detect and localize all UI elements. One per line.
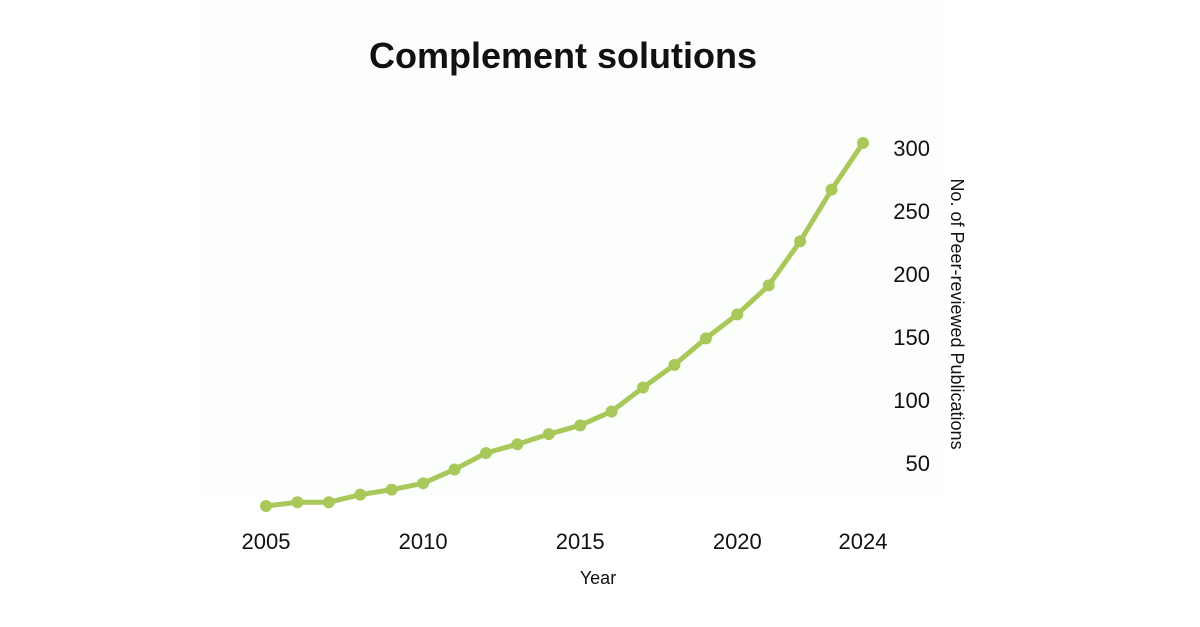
y-axis-ticks: 50 100 150 200 250 300 bbox=[893, 136, 930, 476]
data-point bbox=[731, 308, 744, 321]
data-point bbox=[291, 496, 304, 509]
y-tick-label: 200 bbox=[893, 262, 930, 287]
data-point bbox=[637, 381, 650, 394]
x-axis-label: Year bbox=[580, 568, 616, 588]
data-point bbox=[794, 235, 807, 248]
data-point bbox=[542, 428, 555, 441]
y-tick-label: 250 bbox=[893, 199, 930, 224]
x-tick-label: 2020 bbox=[713, 529, 762, 554]
data-point bbox=[322, 496, 335, 509]
chart-title: Complement solutions bbox=[369, 35, 757, 76]
y-tick-label: 50 bbox=[906, 451, 930, 476]
data-point bbox=[385, 483, 398, 496]
y-tick-label: 100 bbox=[893, 388, 930, 413]
x-tick-label: 2005 bbox=[242, 529, 291, 554]
series-line bbox=[263, 140, 866, 509]
data-point bbox=[354, 488, 367, 501]
x-tick-label: 2024 bbox=[839, 529, 888, 554]
data-point bbox=[417, 477, 430, 490]
data-point bbox=[511, 438, 524, 451]
data-point bbox=[668, 358, 681, 371]
y-tick-label: 150 bbox=[893, 325, 930, 350]
data-point bbox=[448, 463, 461, 476]
x-tick-label: 2015 bbox=[556, 529, 605, 554]
data-point bbox=[479, 447, 492, 460]
x-axis-ticks: 2005 2010 2015 2020 2024 bbox=[242, 529, 888, 554]
data-point bbox=[574, 419, 587, 432]
y-axis-label: No. of Peer-reviewed Publications bbox=[947, 178, 967, 449]
data-point bbox=[857, 137, 869, 149]
data-point bbox=[825, 183, 838, 196]
y-tick-label: 300 bbox=[893, 136, 930, 161]
data-point bbox=[762, 279, 775, 292]
data-point bbox=[605, 405, 618, 418]
series-line-group bbox=[260, 137, 869, 512]
data-point bbox=[260, 500, 272, 512]
chart-panel bbox=[200, 0, 942, 495]
x-tick-label: 2010 bbox=[399, 529, 448, 554]
data-point bbox=[699, 332, 712, 345]
